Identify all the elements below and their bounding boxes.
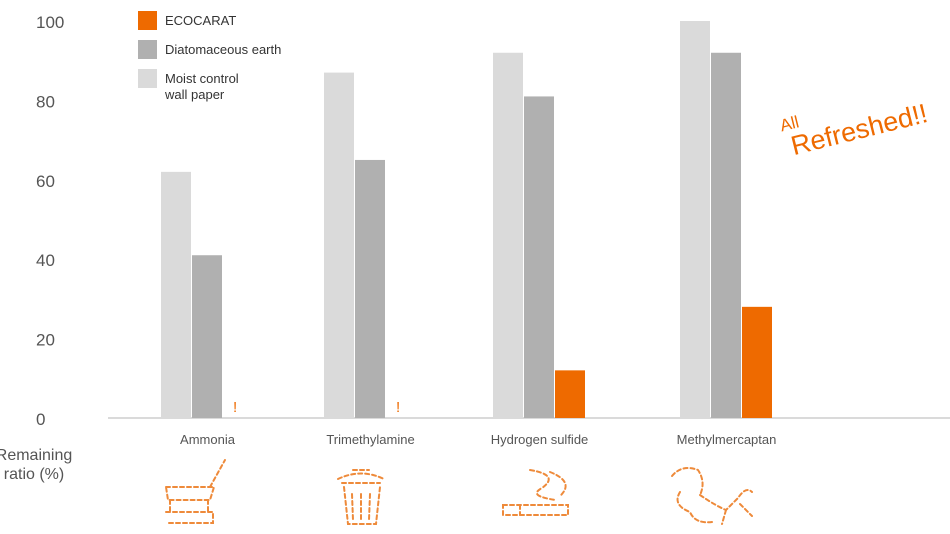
y-axis-label-line: ratio (%) <box>4 466 64 483</box>
legend-label-moist-control-wall-paper: wall paper <box>164 87 225 102</box>
bar-hydrogen-sulfide-ecocarat <box>555 370 585 418</box>
y-tick-label: 60 <box>36 172 55 191</box>
x-tick-label-ammonia: Ammonia <box>180 432 236 447</box>
legend-swatch-moist-control-wall-paper <box>138 69 157 88</box>
legend-swatch-ecocarat <box>138 11 157 30</box>
y-tick-label: 40 <box>36 251 55 270</box>
y-axis-label-line: Remaining <box>0 447 72 464</box>
bar-trimethylamine-moist-control-wall-paper <box>324 72 354 419</box>
legend: ECOCARAT Diatomaceous earth Moist controlw… <box>138 11 281 102</box>
x-axis-tick-labels: Ammonia Trimethylamine Hydrogen sulfide Met… <box>180 432 776 447</box>
trash-can-icon <box>337 469 385 525</box>
legend-swatch-diatomaceous-earth <box>138 40 157 59</box>
bar-methylmercaptan-diatomaceous-earth <box>711 52 741 418</box>
x-tick-label-hydrogen-sulfide: Hydrogen sulfide <box>491 432 589 447</box>
y-axis-label: Remaining ratio (%) <box>0 447 72 483</box>
cigarette-icon <box>502 469 569 516</box>
y-axis-ticks: 0 20 40 60 80 100 <box>36 13 64 429</box>
annotation-large-text: Refreshed!! <box>788 98 931 161</box>
legend-label-diatomaceous-earth: Diatomaceous earth <box>165 42 281 57</box>
y-tick-label: 80 <box>36 92 55 111</box>
x-tick-label-trimethylamine: Trimethylamine <box>326 432 414 447</box>
x-tick-label-methylmercaptan: Methylmercaptan <box>677 432 777 447</box>
dog-icon <box>671 467 753 525</box>
bar-hydrogen-sulfide-moist-control-wall-paper <box>493 52 523 418</box>
annotation-small-text: All <box>778 112 801 135</box>
chair-icon <box>164 459 226 524</box>
legend-label-moist-control-wall-paper: Moist control <box>165 71 239 86</box>
legend-label-ecocarat: ECOCARAT <box>165 13 236 28</box>
y-tick-label: 100 <box>36 13 64 32</box>
bar-hydrogen-sulfide-diatomaceous-earth <box>524 96 554 419</box>
bar-trimethylamine-diatomaceous-earth <box>355 159 385 418</box>
bar-methylmercaptan-moist-control-wall-paper <box>680 21 710 418</box>
near-zero-mark-ammonia: ! <box>233 399 237 416</box>
all-refreshed-annotation: All Refreshed!! <box>778 98 931 161</box>
category-icons <box>164 459 753 525</box>
y-tick-label: 20 <box>36 331 55 350</box>
y-tick-label: 0 <box>36 410 45 429</box>
bar-ammonia-moist-control-wall-paper <box>161 171 191 418</box>
bar-methylmercaptan-ecocarat <box>742 306 772 418</box>
near-zero-mark-trimethylamine: ! <box>396 399 400 416</box>
bar-groups: !! <box>161 21 772 419</box>
bar-ammonia-diatomaceous-earth <box>192 255 222 418</box>
